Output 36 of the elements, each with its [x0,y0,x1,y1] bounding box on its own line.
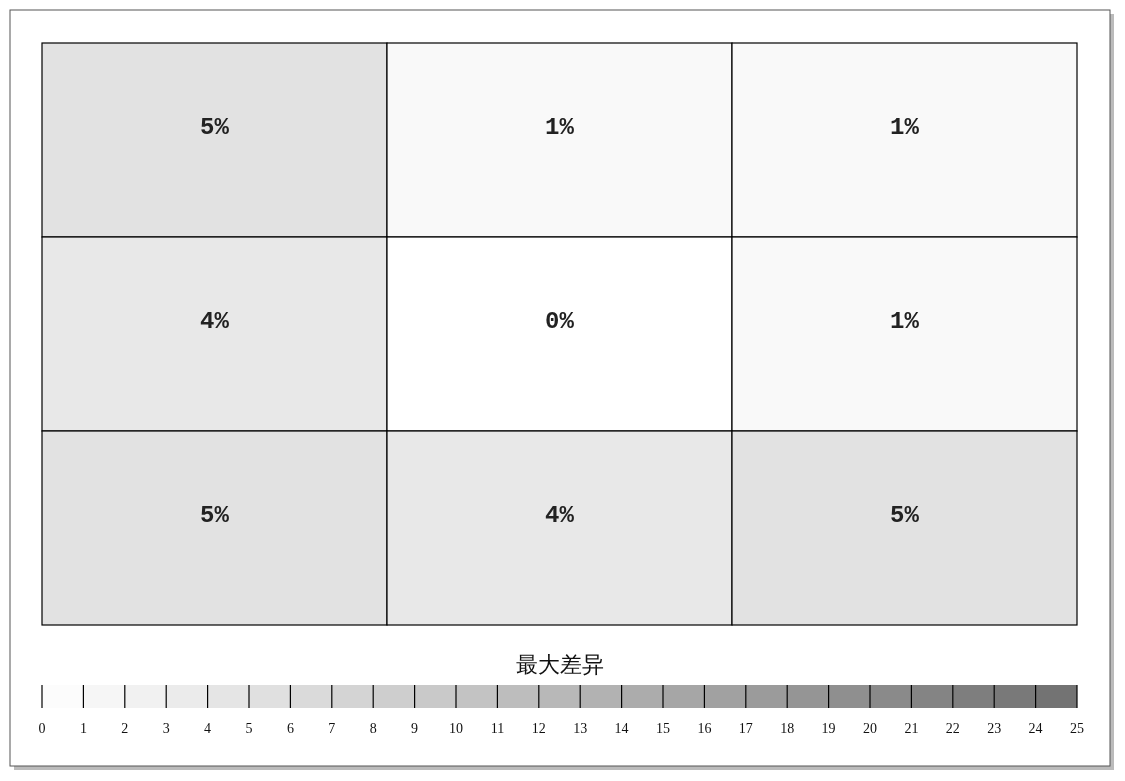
color-bar-label: 6 [286,721,294,736]
color-bar-label: 9 [411,721,419,736]
color-bar-label: 0 [38,721,46,736]
data-label: 4% [545,501,575,529]
color-bar-label: 11 [490,721,505,736]
data-label: 5% [890,501,920,529]
data-label: 4% [200,307,230,335]
color-bar-label: 15 [656,721,670,736]
color-bar-label: 5 [245,721,253,736]
color-bar-label: 7 [328,721,336,736]
color-bar-label: 2 [121,721,129,736]
color-bar-label: 21 [904,721,919,736]
data-label: 1% [890,307,920,335]
color-bar-label: 16 [697,721,712,736]
color-bar-label: 13 [573,721,588,736]
color-bar-label: 1 [79,721,87,736]
color-bar-label: 18 [780,721,795,736]
data-label: 0% [545,307,575,335]
color-bar-label: 10 [449,721,463,736]
color-bar-label: 3 [162,721,170,736]
color-bar-label: 20 [863,721,877,736]
color-bar-label: 8 [369,721,377,736]
data-label: 5% [200,501,230,529]
color-bar-title: 最大差异 [515,652,604,677]
color-bar-label: 19 [821,721,836,736]
data-label: 1% [890,113,920,141]
color-bar-label: 23 [987,721,1002,736]
color-bar-label: 12 [531,721,546,736]
color-bar-label: 17 [738,721,753,736]
color-bar-label: 4 [204,721,212,736]
color-bar-label: 14 [614,721,629,736]
data-label: 1% [545,113,575,141]
color-bar-label: 25 [1070,721,1084,736]
data-label: 5% [200,113,230,141]
color-bar-label: 22 [945,721,960,736]
color-bar-label: 24 [1028,721,1043,736]
